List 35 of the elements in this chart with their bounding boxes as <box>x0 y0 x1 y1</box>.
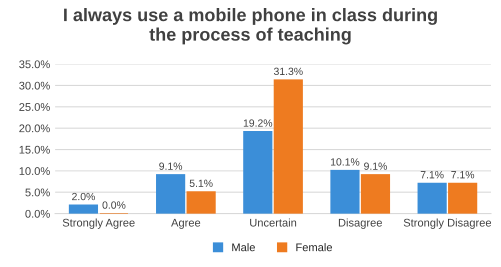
y-tick-label: 30.0% <box>19 82 50 90</box>
x-tick-label: Strongly Agree <box>62 218 135 229</box>
y-tick-label: 25.0% <box>19 103 50 111</box>
data-label: 7.1% <box>420 171 444 178</box>
data-label: 0.0% <box>102 201 126 209</box>
data-label: 10.1% <box>330 158 360 166</box>
y-tick-label: 0.0% <box>25 210 50 218</box>
bar <box>274 79 303 214</box>
x-tick-label: Agree <box>171 218 200 229</box>
legend-label: Female <box>296 243 332 252</box>
bar <box>186 191 216 214</box>
bar <box>156 174 186 214</box>
data-label: 31.3% <box>274 68 303 76</box>
y-tick-label: 20.0% <box>19 124 50 132</box>
chart-title: I always use a mobile phone in class during the process of teaching <box>64 8 437 44</box>
bar <box>243 131 272 214</box>
data-label: 7.1% <box>451 171 474 178</box>
y-tick-label: 35.0% <box>19 60 50 68</box>
y-tick-label: 10.0% <box>20 167 50 176</box>
bar <box>418 182 447 214</box>
legend-label: Male <box>232 243 255 252</box>
x-tick-label: Disagree <box>338 218 382 229</box>
bar <box>330 170 360 214</box>
x-tick-label: Strongly Disagree <box>404 218 492 229</box>
data-label: 5.1% <box>190 180 213 187</box>
data-label: 2.0% <box>72 192 95 200</box>
bar <box>448 182 478 214</box>
bar <box>68 204 98 214</box>
data-label: 9.1% <box>364 162 387 170</box>
x-tick-label: Uncertain <box>250 218 296 227</box>
bar <box>360 174 390 214</box>
data-label: 19.2% <box>244 119 272 127</box>
y-tick-label: 5.0% <box>25 188 50 196</box>
data-label: 9.1% <box>159 162 182 170</box>
y-tick-label: 15.0% <box>20 146 50 154</box>
